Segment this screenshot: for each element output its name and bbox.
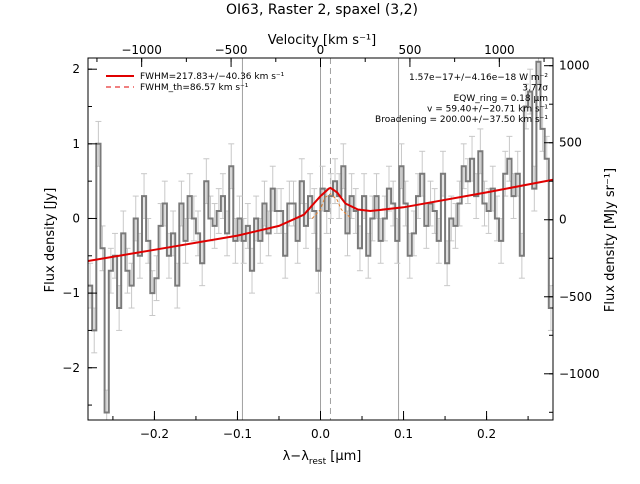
fit-annotation: Broadening = 200.00+/−37.50 km s⁻¹ (375, 115, 548, 125)
top-axis-label: Velocity [km s⁻¹] (268, 33, 376, 48)
y2-tick-label: 1000 (559, 59, 590, 73)
x2-tick-label: 0 (317, 43, 325, 57)
x-tick-label: 0.2 (477, 427, 496, 441)
y2-tick-label: −500 (559, 290, 592, 304)
thermal-fit-line (311, 193, 350, 219)
x-tick-label: −0.1 (223, 427, 252, 441)
x-tick-label: 0.1 (394, 427, 413, 441)
x2-tick-label: 1000 (484, 43, 515, 57)
fit-annotation: EQW_ring = 0.18 μm (454, 94, 548, 104)
legend-label: FWHM_th=86.57 km s⁻¹ (140, 83, 249, 93)
x2-tick-label: −500 (215, 43, 248, 57)
spectrum-line (88, 60, 553, 414)
y-tick-label: 0 (72, 211, 80, 225)
fit-line (88, 178, 553, 262)
fit-annotation: 3.77σ (522, 84, 548, 94)
right-axis-label: Flux density [MJy sr⁻¹] (603, 168, 618, 312)
x-axis-label: λ−λrest [μm] (283, 449, 362, 467)
x-tick-label: −0.2 (140, 427, 169, 441)
x-tick-label: 0.0 (311, 427, 330, 441)
chart-title: OI63, Raster 2, spaxel (3,2) (226, 2, 418, 18)
y2-tick-label: 0 (559, 213, 567, 227)
x2-tick-label: −1000 (121, 43, 162, 57)
plot-area: −0.2 −0.1 0.0 0.1 0.2 −1000 −500 0 500 1000 −2 −1 0 1… (62, 43, 600, 441)
y-tick-label: −1 (62, 286, 80, 300)
y2-tick-label: −1000 (559, 367, 600, 381)
y-axis-label: Flux density [Jy] (43, 188, 58, 293)
y-tick-label: −2 (62, 361, 80, 375)
legend-label: FWHM=217.83+/−40.36 km s⁻¹ (140, 72, 285, 82)
fit-annotation: v = 59.40+/−20.71 km s⁻¹ (427, 105, 548, 115)
spectrum-group (88, 58, 553, 420)
fit-annotation: 1.57e−17+/−4.16e−18 W m⁻² (409, 73, 548, 83)
x2-tick-label: 500 (398, 43, 421, 57)
y2-tick-label: 500 (559, 136, 582, 150)
y-tick-label: 1 (72, 137, 80, 151)
y-tick-label: 2 (72, 62, 80, 76)
